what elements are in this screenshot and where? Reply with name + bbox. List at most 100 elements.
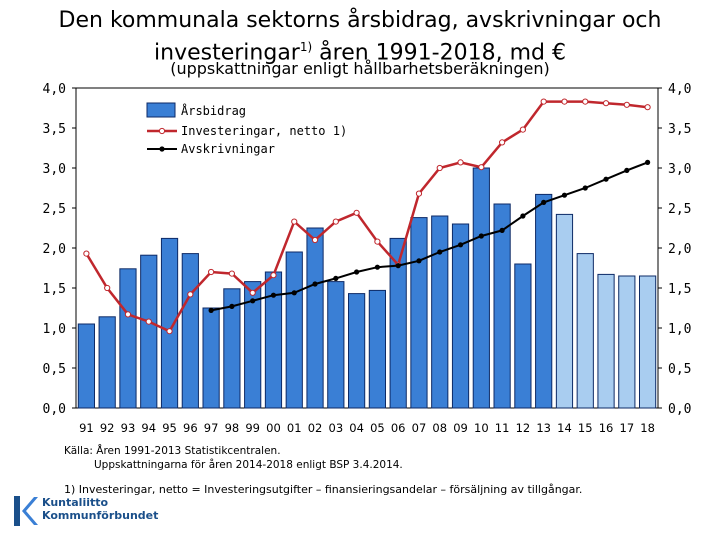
point-avskrivningar: [291, 290, 297, 296]
point-investeringar: [311, 236, 319, 244]
y-tick-label-right: 1,0: [668, 322, 691, 337]
chart-title-line1: Den kommunala sektorns årsbidrag, avskri…: [58, 8, 662, 33]
x-tick-label: 99: [245, 421, 260, 435]
bar-arsbidrag: [451, 223, 470, 409]
x-tick-label: 07: [412, 421, 427, 435]
point-investeringar: [249, 289, 256, 296]
point-avskrivningar: [229, 303, 235, 309]
point-investeringar: [457, 159, 464, 166]
bar-arsbidrag: [140, 254, 158, 409]
bar-arsbidrag: [160, 237, 179, 409]
x-tick-label: 13: [536, 421, 551, 435]
point-investeringar: [291, 218, 298, 225]
logo-mark-icon: [14, 496, 38, 526]
point-avskrivningar: [312, 281, 318, 287]
point-investeringar: [478, 164, 485, 171]
chart-title-line2: investeringar1) åren 1991-2018, md €: [0, 34, 720, 66]
source-line1: Källa: Åren 1991-2013 Statistikcentralen…: [64, 445, 281, 457]
x-tick-label: 10: [474, 421, 489, 435]
point-investeringar: [270, 272, 277, 279]
point-avskrivningar: [395, 263, 401, 269]
y-tick-label-right: 0,5: [668, 362, 691, 377]
legend-swatch-arsbidrag: [146, 102, 176, 118]
point-avskrivningar: [561, 192, 568, 198]
x-tick-label: 18: [640, 421, 655, 435]
y-tick-label-right: 2,5: [668, 202, 691, 217]
bar-arsbidrag: [244, 281, 262, 409]
bar-arsbidrag: [389, 237, 407, 409]
bar-arsbidrag: [348, 293, 366, 409]
point-avskrivningar: [354, 269, 360, 275]
x-tick-label: 03: [329, 421, 344, 435]
y-tick-label-left: 2,0: [43, 242, 66, 257]
point-investeringar: [208, 268, 215, 276]
x-tick-label: 04: [349, 421, 364, 435]
bar-arsbidrag: [472, 167, 490, 409]
point-avskrivningar: [582, 185, 588, 191]
bar-arsbidrag: [77, 323, 95, 409]
point-investeringar: [166, 328, 173, 335]
bar-arsbidrag: [264, 271, 283, 409]
y-tick-label-left: 3,0: [43, 162, 66, 177]
legend-marker-avskrivningar: [159, 146, 165, 152]
bar-arsbidrag: [493, 203, 511, 409]
x-tick-label: 15: [578, 421, 593, 435]
point-avskrivningar: [437, 249, 443, 255]
y-tick-label-left: 1,5: [43, 282, 66, 297]
y-tick-label-left: 1,0: [43, 322, 66, 337]
point-avskrivningar: [457, 242, 464, 248]
point-avskrivningar: [541, 199, 547, 205]
y-tick-label-left: 4,0: [43, 82, 66, 97]
bar-arsbidrag: [327, 281, 345, 409]
x-tick-label: 14: [557, 421, 572, 435]
bar-arsbidrag: [119, 268, 137, 409]
x-tick-label: 97: [204, 421, 219, 435]
x-tick-label: 93: [121, 421, 136, 435]
bar-arsbidrag: [597, 273, 615, 409]
point-investeringar: [644, 104, 651, 111]
point-investeringar: [602, 100, 610, 107]
chart-svg: 0,0 0,0 0,5 0,5 1,0 1,0 1,5 1,5 2,0 2,0 2,5 2,5 3,0 3…: [43, 82, 692, 435]
point-avskrivningar: [624, 167, 630, 173]
point-avskrivningar: [603, 176, 609, 182]
point-investeringar: [561, 98, 568, 105]
x-tick-label: 06: [391, 421, 406, 435]
point-avskrivningar: [416, 258, 422, 264]
point-avskrivningar: [374, 264, 380, 270]
point-avskrivningar: [478, 233, 484, 239]
bar-arsbidrag: [181, 253, 199, 409]
y-tick-label-right: 0,0: [668, 402, 691, 417]
bar-arsbidrag: [618, 275, 636, 409]
x-tick-label: 00: [266, 421, 281, 435]
bar-arsbidrag: [576, 253, 594, 409]
logo-text: Kuntaliitto Kommunförbundet: [42, 496, 158, 522]
point-investeringar: [124, 311, 132, 318]
x-tick-label: 91: [79, 421, 94, 435]
x-tick-label: 01: [287, 421, 302, 435]
x-tick-label: 98: [225, 421, 240, 435]
point-investeringar: [228, 270, 235, 277]
y-tick-label-left: 0,0: [43, 402, 66, 417]
point-avskrivningar: [250, 298, 256, 304]
source-note: Källa: Åren 1991-2013 Statistikcentralen…: [64, 444, 403, 472]
bar-arsbidrag: [202, 307, 220, 409]
x-tick-label: 05: [370, 421, 385, 435]
x-tick-label: 08: [432, 421, 447, 435]
chart-title: Den kommunala sektorns årsbidrag, avskri…: [0, 8, 720, 66]
point-investeringar: [499, 139, 506, 146]
x-tick-label: 02: [308, 421, 323, 435]
legend-marker-investeringar: [158, 127, 166, 135]
bar-arsbidrag: [639, 275, 657, 409]
chart-subtitle: (uppskattningar enligt hållbarhetsberäkn…: [170, 59, 550, 78]
point-investeringar: [145, 318, 152, 325]
bar-arsbidrag: [223, 288, 241, 409]
logo-line1: Kuntaliitto: [42, 496, 109, 509]
y-tick-label-right: 3,5: [668, 122, 691, 137]
point-investeringar: [83, 250, 90, 257]
footnote: 1) Investeringar, netto = Investeringsut…: [64, 483, 583, 496]
bar-arsbidrag: [431, 215, 449, 409]
point-investeringar: [415, 190, 423, 197]
title-years: åren 1991-2018, md €: [312, 40, 566, 66]
x-tick-label: 17: [620, 421, 635, 435]
legend-label-investeringar: Investeringar, netto 1): [181, 124, 347, 138]
